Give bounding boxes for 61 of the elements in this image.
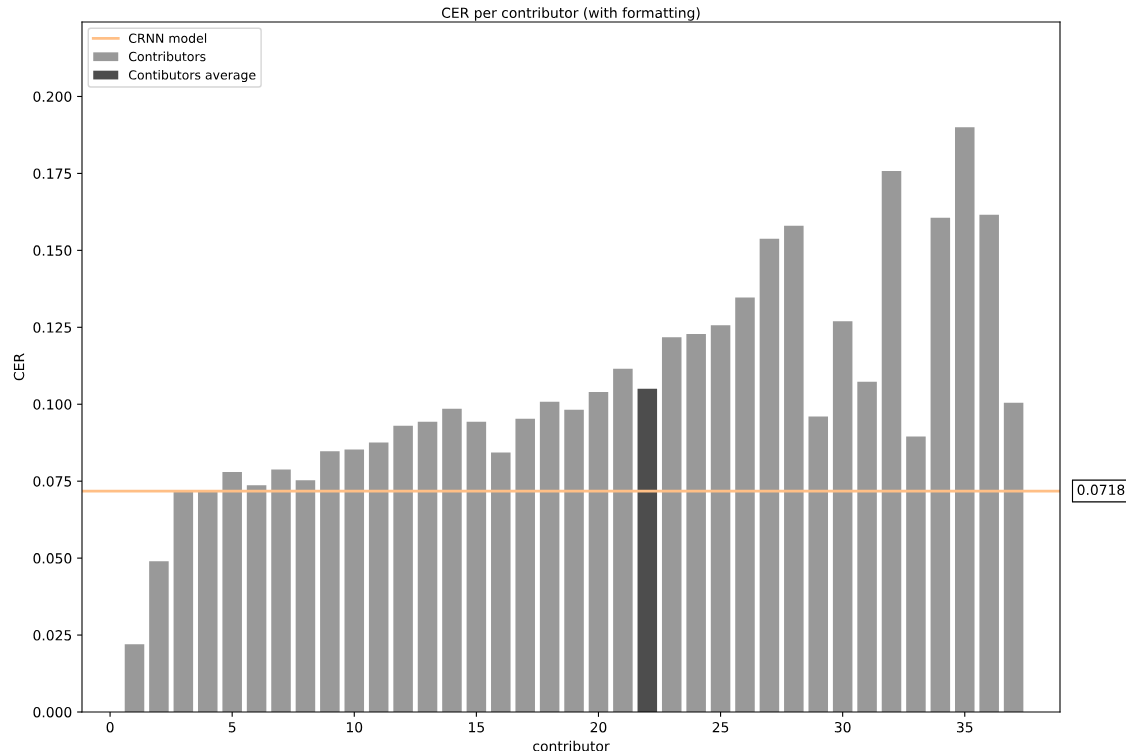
y-axis-title: CER — [13, 353, 25, 381]
legend-label: CRNN model — [128, 33, 207, 43]
x-axis-title: contributor — [533, 740, 610, 751]
bar — [320, 451, 340, 712]
x-tick-label: 5 — [228, 722, 236, 733]
bar — [246, 485, 267, 712]
bar — [466, 421, 487, 712]
bar — [881, 170, 902, 712]
y-tick-label: 0.175 — [33, 168, 72, 179]
legend-label: Contributors — [128, 51, 206, 62]
x-tick-label: 10 — [346, 721, 363, 733]
y-tick-label: 0.200 — [33, 91, 72, 102]
bar — [222, 471, 242, 712]
bar — [588, 391, 609, 712]
y-tick-label: 0.050 — [33, 553, 72, 564]
bar — [613, 368, 633, 712]
bar — [173, 490, 194, 712]
y-tick-label: 0.100 — [33, 399, 72, 410]
bar — [979, 214, 999, 712]
bar — [271, 469, 291, 712]
bar — [564, 409, 584, 712]
x-tick-label: 20 — [590, 721, 607, 733]
legend-label: Contibutors average — [128, 69, 256, 83]
bar — [906, 436, 926, 712]
bar — [539, 401, 560, 712]
annotation: 0.0718 — [1077, 484, 1125, 496]
bar — [930, 217, 951, 712]
x-tick-label: 15 — [469, 722, 484, 733]
bar — [832, 321, 853, 712]
bar — [661, 337, 682, 712]
bar — [442, 408, 462, 712]
bar — [735, 297, 755, 712]
bar — [710, 325, 731, 712]
y-tick-label: 0.025 — [33, 630, 72, 641]
bar — [808, 416, 829, 712]
bar — [417, 421, 438, 712]
y-tick-label: 0.000 — [33, 706, 72, 718]
bar — [149, 561, 169, 712]
bar — [955, 127, 975, 712]
bar — [1003, 402, 1024, 712]
x-tick-label: 0 — [106, 721, 114, 733]
x-tick-label: 35 — [956, 721, 973, 733]
bar — [759, 238, 780, 712]
y-tick-label: 0.150 — [33, 245, 72, 256]
bar — [393, 425, 413, 712]
bar — [368, 442, 389, 712]
bar — [124, 644, 145, 712]
y-tick-label: 0.075 — [33, 476, 72, 487]
chart-title: CER per contributor (with formatting) — [441, 7, 700, 21]
x-tick-label: 25 — [712, 721, 729, 733]
y-tick-label: 0.125 — [33, 322, 72, 333]
bar — [344, 449, 365, 712]
bar — [491, 452, 511, 712]
bar — [686, 334, 706, 712]
bar — [295, 480, 316, 712]
bar — [515, 418, 535, 712]
bar — [784, 225, 804, 712]
bar — [197, 490, 218, 712]
bar — [857, 381, 877, 712]
x-tick-label: 30 — [834, 721, 851, 733]
bar — [637, 388, 658, 712]
